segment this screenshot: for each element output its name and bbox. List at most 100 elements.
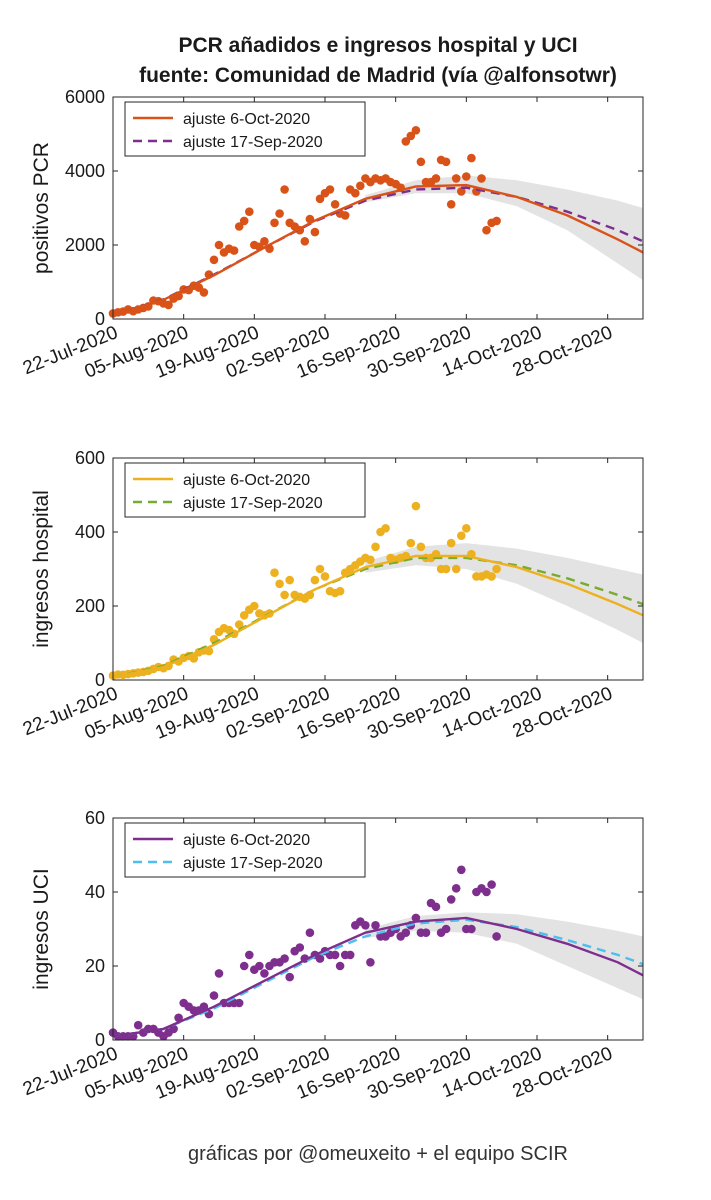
data-points [108,865,501,1041]
y-tick-label: 0 [95,670,105,690]
data-point [209,255,219,265]
data-point [431,174,441,183]
data-point [492,564,501,574]
data-point [169,1024,178,1034]
data-point [300,237,310,246]
y-tick-label: 60 [85,808,105,828]
data-point [234,620,244,629]
chart-panel-1: 020004000600022-Jul-202005-Aug-202019-Au… [20,87,644,383]
data-point [462,172,471,181]
legend-label-6-oct: ajuste 6-Oct-2020 [183,472,310,489]
data-point [234,222,244,231]
data-point [401,928,411,937]
data-point [467,153,476,163]
data-point [275,579,284,589]
chart-panel-3: 020406022-Jul-202005-Aug-202019-Aug-2020… [20,808,644,1104]
data-point [245,207,254,216]
data-point [441,924,451,934]
data-point [421,928,431,937]
data-point [482,887,491,897]
data-point [416,542,426,552]
data-point [199,1002,209,1011]
y-tick-label: 400 [75,522,105,542]
data-point [305,928,315,937]
data-point [401,137,411,146]
data-point [451,174,461,183]
data-point [285,972,295,982]
data-point [431,902,441,912]
data-point [255,961,264,971]
y-axis-label: ingresos UCI [30,868,53,989]
data-point [239,216,249,226]
data-point [457,187,466,196]
legend-label-17-sep: ajuste 17-Sep-2020 [183,134,323,151]
y-axis-label: ingresos hospital [30,490,53,648]
y-tick-label: 4000 [65,161,105,181]
data-point [482,225,491,235]
chart-panel-2: 020040060022-Jul-202005-Aug-202019-Aug-2… [20,448,644,744]
data-point [446,538,456,548]
data-point [214,969,224,978]
data-point [133,1020,143,1030]
fit-line-17-sep [112,918,644,1038]
data-point [446,200,456,209]
data-point [239,611,249,620]
data-point [189,654,199,663]
fit-line-6-oct [112,554,644,679]
data-point [229,246,239,255]
data-point [340,211,350,220]
data-point [411,126,421,135]
data-point [260,237,269,246]
axes-box [112,457,644,681]
data-point [462,524,471,533]
data-point [270,568,279,577]
data-point [315,564,325,574]
data-point [234,998,244,1008]
data-point [487,880,496,889]
data-point [330,200,340,209]
data-point [315,954,325,963]
y-axis-label: positivos PCR [30,142,53,274]
axes-box [112,96,644,320]
legend-box [124,822,366,878]
data-point [487,572,496,581]
data-point [467,924,476,934]
fit-line-6-oct [112,183,644,317]
y-tick-label: 40 [85,882,105,902]
data-point [446,895,456,904]
y-tick-label: 6000 [65,87,105,107]
data-point [451,884,461,893]
y-tick-label: 600 [75,448,105,468]
fit-line-6-oct [112,916,644,1038]
data-point [280,590,289,600]
y-tick-label: 200 [75,596,105,616]
legend-label-17-sep: ajuste 17-Sep-2020 [183,495,323,512]
data-point [245,950,254,960]
data-point [451,564,461,574]
data-point [275,209,284,218]
data-point [295,943,305,952]
data-point [411,913,421,923]
data-point [366,958,375,967]
legend: ajuste 6-Oct-2020 ajuste 17-Sep-2020 [124,822,366,878]
data-point [351,188,360,198]
data-point [335,961,345,971]
data-point [285,575,295,585]
data-points [108,501,501,680]
confidence-band [365,175,643,281]
legend-box [124,462,366,518]
data-point [270,218,279,228]
data-point [356,181,365,191]
y-tick-label: 0 [95,309,105,329]
data-point [345,950,355,960]
data-point [371,542,380,552]
legend-label-6-oct: ajuste 6-Oct-2020 [183,832,310,849]
data-point [320,572,330,581]
data-point [315,194,325,204]
axes-box [112,817,644,1041]
data-point [457,865,466,875]
y-tick-label: 0 [95,1030,105,1050]
data-point [330,950,340,960]
y-tick-label: 20 [85,956,105,976]
